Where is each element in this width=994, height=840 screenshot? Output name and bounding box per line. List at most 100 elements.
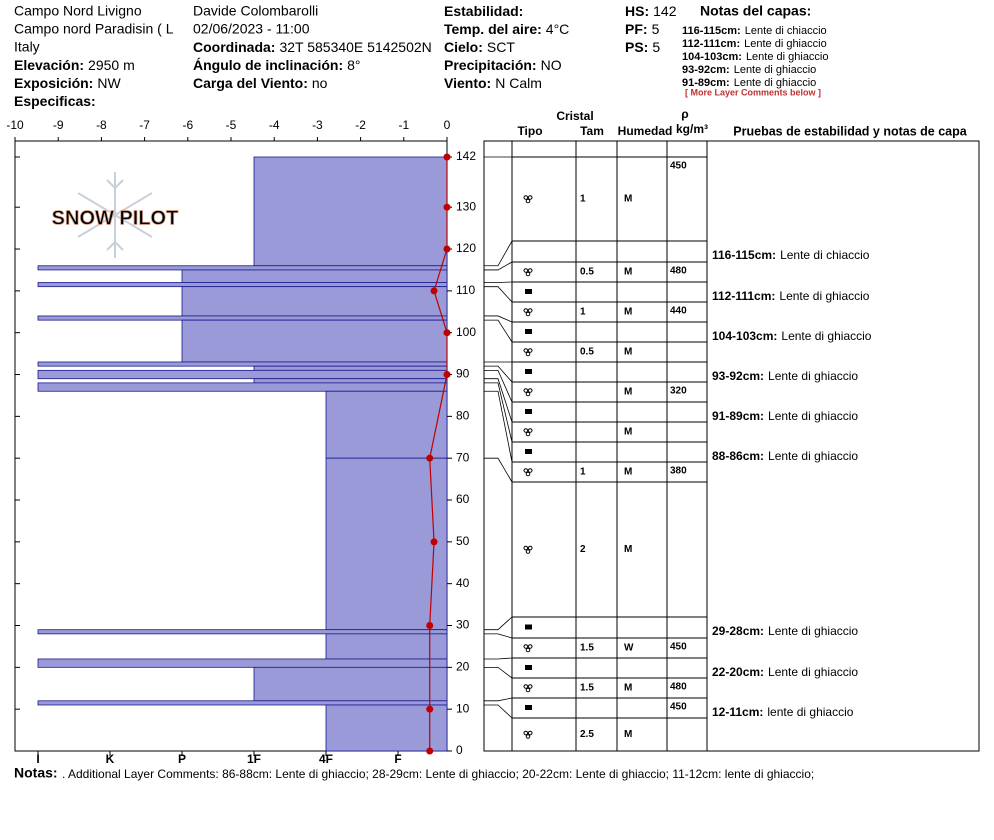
header-field-label: Elevación: xyxy=(14,57,84,73)
grain-rounded xyxy=(523,388,533,397)
header-field: Cielo: SCT xyxy=(444,39,515,55)
layer-note-value: Lente di ghiaccio xyxy=(744,38,827,50)
grain-dot xyxy=(525,734,531,739)
grain-ice xyxy=(525,705,532,710)
hardness-layer xyxy=(37,700,448,706)
header-field: Ángulo de inclinación: 8° xyxy=(193,57,361,73)
header-field-label: Carga del Viento: xyxy=(193,75,308,91)
temperature-point xyxy=(430,538,438,546)
layer-comment-value: Lente di ghiaccio xyxy=(768,409,858,423)
layer-note: 91-89cm: Lente di ghiaccio xyxy=(682,77,816,89)
grain-rounded xyxy=(523,730,533,739)
header-field-value: 8° xyxy=(347,57,360,73)
layer-comment-value: lente di ghiaccio xyxy=(767,705,853,719)
grain-dot xyxy=(527,308,533,313)
depth-connector xyxy=(484,382,513,443)
grain-ice xyxy=(525,369,532,374)
header-field: Carga del Viento: no xyxy=(193,75,328,91)
header-field-value: 4°C xyxy=(546,21,570,37)
layer-comment-label: 29-28cm: xyxy=(712,624,764,638)
hardness-layer xyxy=(37,382,448,392)
grain-dot xyxy=(525,687,531,693)
header-field-label: PF: xyxy=(625,21,648,37)
temperature-point xyxy=(443,153,451,161)
depth-connector xyxy=(484,369,513,403)
header-field: Exposición: NW xyxy=(14,75,121,91)
header-field: Especificas: xyxy=(14,93,96,109)
x-tick-label: 0 xyxy=(444,118,451,132)
layer-comment: 88-86cm: Lente di ghiaccio xyxy=(712,449,858,463)
depth-connector xyxy=(484,457,513,483)
moisture: M xyxy=(624,194,632,205)
depth-connector xyxy=(484,240,513,267)
grain-dot xyxy=(523,468,529,473)
grain-dot xyxy=(523,644,529,649)
header-field: Estabilidad: xyxy=(444,3,523,19)
grain-rounded xyxy=(523,268,533,277)
grain-rounded xyxy=(523,644,533,653)
header-field: Viento: N Calm xyxy=(444,75,542,91)
header-text: 02/06/2023 - 11:00 xyxy=(193,21,310,37)
layer-comment: 22-20cm: Lente di ghiaccio xyxy=(712,665,858,679)
y-tick-label: 90 xyxy=(456,367,470,381)
header-field: HS: 142 xyxy=(625,3,677,19)
density: 480 xyxy=(670,266,687,277)
hardness-label: F xyxy=(394,752,401,766)
hardness-layer xyxy=(37,315,448,321)
y-tick-label: 50 xyxy=(456,534,470,548)
header-field-label: Cielo: xyxy=(444,39,483,55)
layer-comment-value: Lente di ghiaccio xyxy=(768,369,858,383)
header-field-label: Precipitación: xyxy=(444,57,537,73)
header-field-value: N Calm xyxy=(495,75,542,91)
hardness-layer xyxy=(253,156,448,267)
depth-connector xyxy=(484,697,513,702)
grain-dot xyxy=(523,388,529,393)
grain-dot xyxy=(527,545,533,551)
grain-size: 1.5 xyxy=(580,683,594,694)
hardness-label: P xyxy=(178,752,186,766)
layer-note-label: 112-111cm: xyxy=(682,38,740,50)
grain-dot xyxy=(523,684,529,689)
y-tick-label: 130 xyxy=(456,199,476,213)
grain-size: 1 xyxy=(580,467,586,478)
x-tick-label: -8 xyxy=(96,118,107,132)
grain-dot xyxy=(523,545,529,551)
depth-connector xyxy=(484,365,513,383)
hardness-layer xyxy=(253,365,448,371)
hardness-label: 1F xyxy=(247,752,261,766)
header-notes: Pruebas de estabilidad y notas de capa xyxy=(733,124,967,138)
depth-connector xyxy=(484,657,513,660)
hardness-layer xyxy=(37,265,448,271)
header-text: Campo Nord Livigno xyxy=(14,3,142,19)
layer-comment-label: 93-92cm: xyxy=(712,369,764,383)
y-tick-label: 30 xyxy=(456,618,470,632)
header-field-value: SCT xyxy=(487,39,515,55)
header-field-label: Viento: xyxy=(444,75,491,91)
moisture: M xyxy=(624,307,632,318)
grain-dot xyxy=(525,647,531,653)
grain-dot xyxy=(527,388,533,393)
header-density: kg/m³ xyxy=(676,122,708,136)
header-field-label: Exposición: xyxy=(14,75,93,91)
hardness-layer xyxy=(253,666,448,702)
layer-note: 104-103cm: Lente di ghiaccio xyxy=(682,51,829,63)
hardness-layer xyxy=(37,369,448,380)
layer-comment-value: Lente di ghiaccio xyxy=(781,329,871,343)
header-field-value: 142 xyxy=(653,3,677,19)
layer-comment-label: 22-20cm: xyxy=(712,665,764,679)
grain-dot xyxy=(523,730,529,736)
header-crystal: Cristal xyxy=(556,109,593,123)
layer-comment: 116-115cm: Lente di chiaccio xyxy=(712,248,870,262)
grain-ice xyxy=(525,449,532,454)
layer-note-label: 116-115cm: xyxy=(682,25,741,37)
grain-dot xyxy=(525,431,531,437)
header-field-label: Temp. del aire: xyxy=(444,21,542,37)
density: 440 xyxy=(670,306,687,317)
grain-dot xyxy=(527,730,533,736)
header-field-value: NW xyxy=(97,75,121,91)
layer-comment: 29-28cm: Lente di ghiaccio xyxy=(712,624,858,638)
grain-size: 1 xyxy=(580,194,586,205)
layer-comment-label: 112-111cm: xyxy=(712,289,775,303)
layer-comment-label: 88-86cm: xyxy=(712,449,764,463)
depth-connector xyxy=(484,261,513,271)
